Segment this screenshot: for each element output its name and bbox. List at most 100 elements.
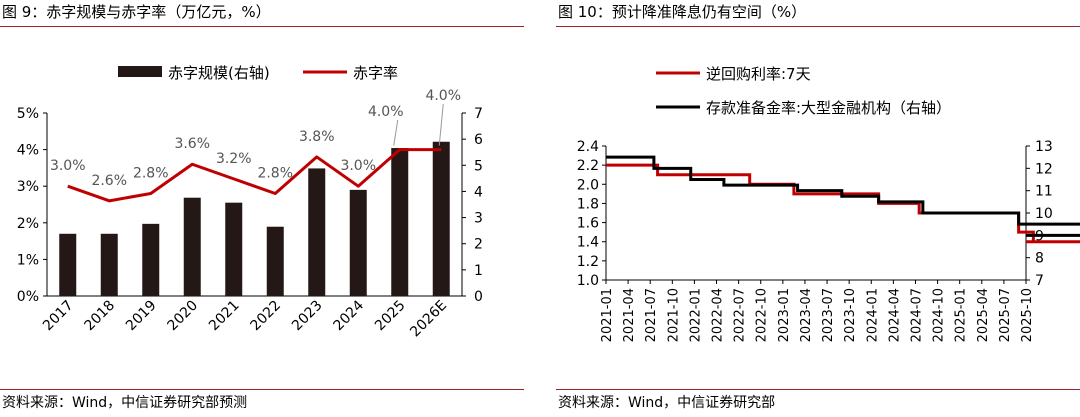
y-tick-label-right: 7 [474, 106, 483, 122]
y-tick-label-left: 2.2 [577, 158, 599, 174]
data-label-deficit-rate: 3.6% [174, 136, 210, 152]
x-tick-label: 2022 [248, 298, 285, 335]
data-label-deficit-rate: 3.0% [340, 158, 376, 174]
x-tick-label: 2023-10 [843, 288, 858, 342]
y-tick-label-right: 12 [1035, 161, 1053, 177]
data-label-deficit-rate: 4.0% [368, 104, 404, 120]
y-tick-label-right: 7 [1035, 273, 1044, 289]
data-label-leader [438, 103, 444, 146]
chart-title: 图 9：赤字规模与赤字率（万亿元，%） [2, 3, 271, 21]
x-tick-label: 2022-01 [688, 288, 703, 342]
y-tick-label-left: 1.2 [577, 254, 599, 270]
x-tick-label: 2023 [289, 298, 326, 335]
line-reserve-requirement-ratio [606, 155, 1080, 237]
legend-swatch-bar [118, 66, 162, 77]
bar-deficit-2024 [349, 189, 367, 296]
data-label-deficit-rate: 2.8% [257, 166, 293, 182]
x-tick-label: 2024-07 [909, 288, 924, 342]
bar-deficit-2019 [142, 223, 160, 296]
x-tick-label: 2022-10 [755, 288, 770, 342]
x-tick-label: 2026E [407, 298, 450, 341]
y-tick-label-right: 4 [474, 184, 483, 200]
bar-deficit-2017 [59, 233, 77, 296]
y-tick-label-left: 4% [17, 143, 39, 159]
y-tick-label-left: 5% [17, 106, 39, 122]
legend-label-rrr: 存款准备金率:大型金融机构（右轴） [706, 99, 951, 117]
x-tick-label: 2025-07 [998, 288, 1013, 342]
data-label-deficit-rate: 3.8% [299, 129, 335, 145]
y-tick-label-left: 1.6 [577, 216, 599, 232]
chart-title: 图 10：预计降准降息仍有空间（%） [558, 3, 807, 21]
bar-deficit-2021 [225, 202, 243, 296]
y-tick-label-left: 3% [17, 179, 39, 195]
y-tick-label-left: 1.8 [577, 196, 599, 212]
line-deficit-rate [67, 148, 442, 203]
x-tick-label: 2024-04 [887, 288, 902, 342]
source-note: 资料来源：Wind，中信证券研究部预测 [2, 395, 248, 411]
x-tick-label: 2023-07 [821, 288, 836, 342]
x-tick-label: 2021-10 [666, 288, 681, 342]
x-tick-label: 2022-04 [711, 288, 726, 342]
y-tick-label-left: 2.4 [577, 139, 599, 155]
y-tick-label-left: 2.0 [577, 177, 599, 193]
title-rule [0, 26, 524, 27]
x-tick-label: 2024-10 [932, 288, 947, 342]
y-tick-label-right: 10 [1035, 206, 1053, 222]
y-tick-label-left: 2% [17, 216, 39, 232]
x-tick-label: 2020 [165, 298, 202, 335]
x-tick-label: 2021-01 [600, 288, 615, 342]
x-tick-label: 2018 [82, 298, 119, 335]
x-tick-label: 2021 [206, 298, 243, 335]
x-tick-label: 2022-07 [733, 288, 748, 342]
panel-deficit: 图 9：赤字规模与赤字率（万亿元，%） 赤字规模(右轴) 赤字率 0% 1% 2% 3% 4… [0, 0, 524, 417]
y-tick-label-left: 1% [17, 252, 39, 268]
title-rule [556, 26, 1080, 27]
legend-label-bar: 赤字规模(右轴) [168, 64, 270, 82]
y-tick-label-right: 8 [1035, 251, 1044, 267]
bar-deficit-2025 [391, 148, 409, 296]
y-tick-label-right: 11 [1035, 184, 1053, 200]
x-tick-label: 2025-04 [976, 288, 991, 342]
y-tick-label-left: 1.4 [577, 235, 599, 251]
y-tick-label-right: 5 [474, 158, 483, 174]
y-tick-label-left: 1.0 [577, 273, 599, 289]
y-tick-label-right: 1 [474, 263, 483, 279]
x-tick-label: 2021-04 [622, 288, 637, 342]
y-tick-label-right: 2 [474, 237, 483, 253]
x-tick-label: 2024 [331, 297, 368, 334]
source-rule [0, 389, 524, 390]
source-rule [556, 389, 1080, 390]
panel-rates: 图 10：预计降准降息仍有空间（%） 逆回购利率:7天存款准备金率:大型金融机构… [556, 0, 1080, 417]
legend-label-reverse-repo: 逆回购利率:7天 [706, 65, 811, 83]
data-label-deficit-rate: 2.8% [133, 166, 169, 182]
x-tick-label: 2023-04 [799, 288, 814, 342]
x-tick-label: 2023-01 [777, 288, 792, 342]
source-note: 资料来源：Wind，中信证券研究部 [558, 395, 776, 411]
bar-deficit-2020 [183, 197, 201, 296]
y-tick-label-right: 3 [474, 211, 483, 227]
x-tick-label: 2019 [123, 298, 160, 335]
data-label-deficit-rate: 4.0% [425, 88, 461, 104]
data-label-deficit-rate: 3.2% [216, 151, 252, 167]
y-tick-label-right: 0 [474, 289, 483, 305]
x-tick-label: 2025-10 [1020, 288, 1035, 342]
data-label-deficit-rate: 3.0% [50, 158, 86, 174]
y-tick-label-left: 0% [17, 289, 39, 305]
line-reverse-repo-rate [606, 163, 1080, 244]
y-tick-label-right: 6 [474, 132, 483, 148]
bar-deficit-2026E [432, 141, 450, 296]
bar-deficit-2022 [266, 226, 284, 296]
y-tick-label-right: 13 [1035, 139, 1053, 155]
legend-label-line: 赤字率 [353, 64, 398, 82]
x-tick-label: 2021-07 [644, 288, 659, 342]
x-tick-label: 2025-01 [954, 288, 969, 342]
bar-deficit-2018 [100, 233, 118, 296]
data-label-leader [393, 119, 399, 146]
x-tick-label: 2024-01 [865, 288, 880, 342]
bar-deficit-2023 [308, 168, 326, 296]
data-label-deficit-rate: 2.6% [91, 173, 127, 189]
x-tick-label: 2017 [40, 298, 77, 335]
x-tick-label: 2025 [372, 298, 409, 335]
